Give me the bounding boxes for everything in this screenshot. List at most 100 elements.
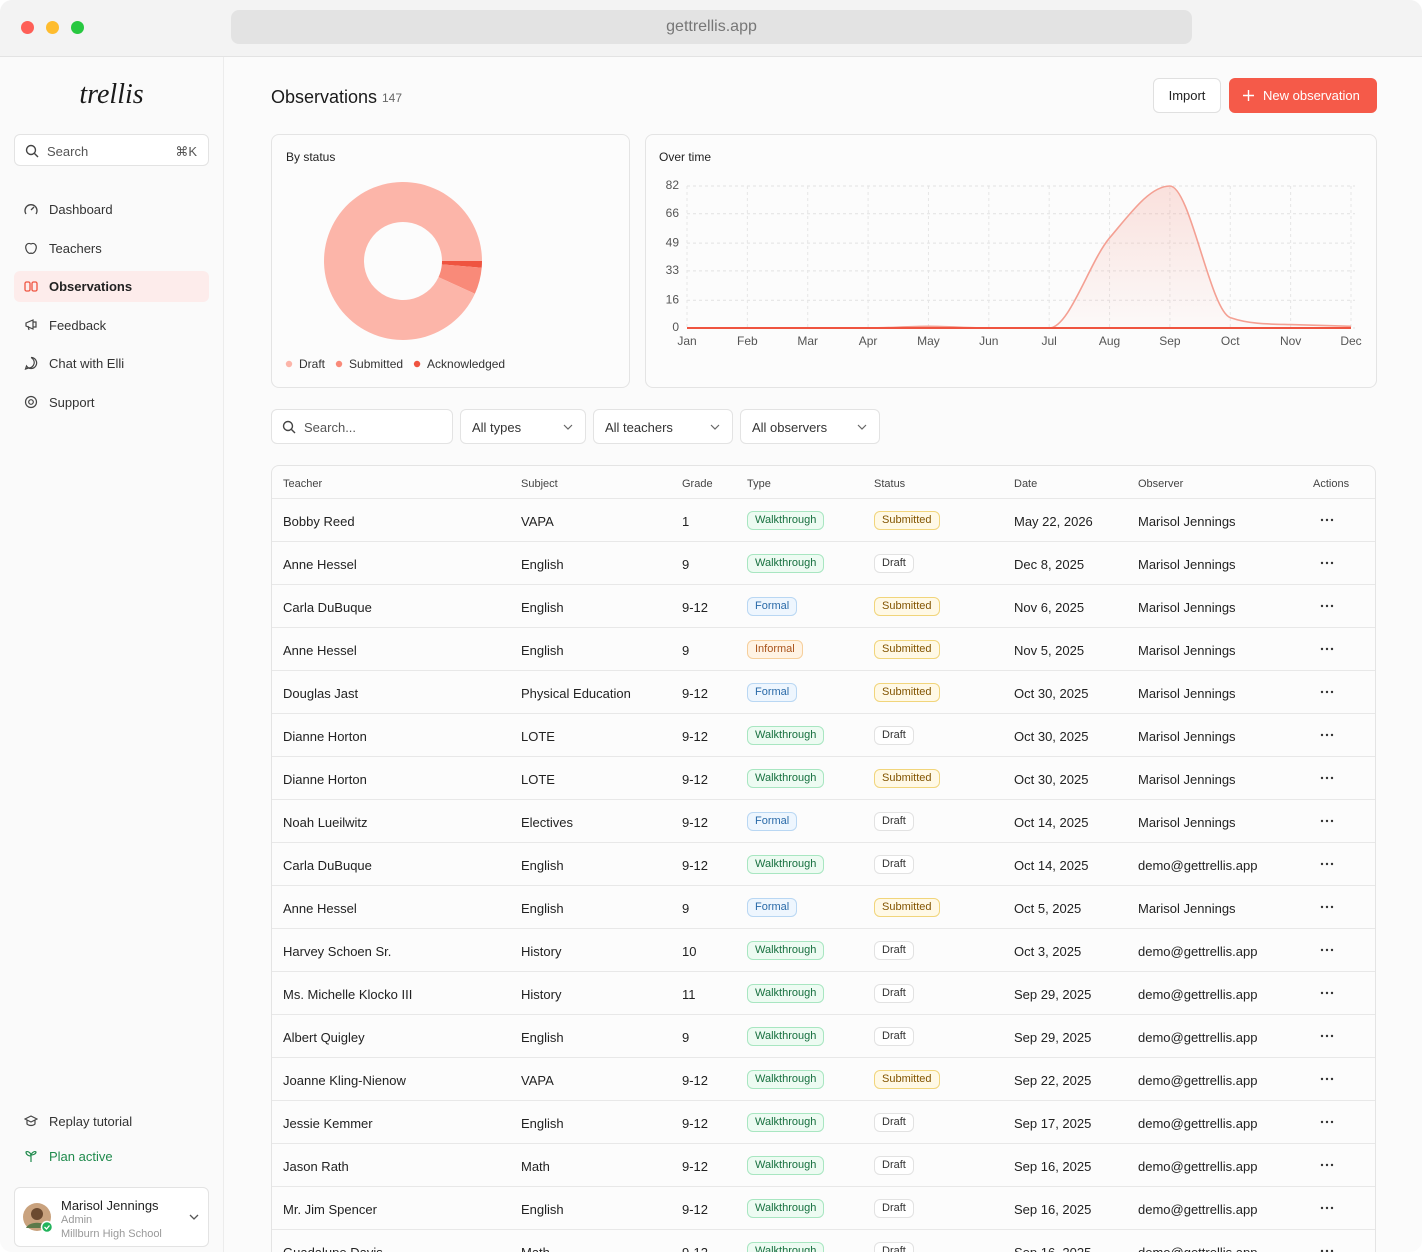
table-row[interactable]: Jessie Kemmer English 9-12 Walkthrough Draft… (272, 1100, 1375, 1143)
table-row[interactable]: Carla DuBuque English 9-12 Formal Submitted N… (272, 584, 1375, 627)
table-cell: Marisol Jennings (1138, 557, 1236, 572)
minimize-button[interactable] (46, 21, 59, 34)
table-cell: 1 (682, 514, 690, 529)
observer-filter[interactable]: All observers (740, 409, 880, 444)
table-row[interactable]: Harvey Schoen Sr. History 10 Walkthrough Dra… (272, 928, 1375, 971)
actions-menu[interactable] (1320, 1034, 1334, 1038)
maximize-button[interactable] (71, 21, 84, 34)
actions-menu[interactable] (1320, 991, 1334, 995)
actions-menu[interactable] (1320, 690, 1334, 694)
type-badge: Walkthrough (747, 554, 825, 573)
url-bar[interactable]: gettrellis.app (231, 10, 1192, 44)
actions-menu[interactable] (1320, 776, 1334, 780)
plan-label: Plan active (49, 1149, 113, 1164)
nav-item[interactable]: Feedback (14, 310, 209, 341)
actions-menu[interactable] (1320, 1077, 1334, 1081)
table-row[interactable]: Carla DuBuque English 9-12 Walkthrough Draft… (272, 842, 1375, 885)
actions-menu[interactable] (1320, 518, 1334, 522)
user-card[interactable]: Marisol Jennings Admin Millburn High Sch… (14, 1187, 209, 1247)
table-cell: Guadalupe Davis (283, 1246, 383, 1252)
type-badge: Walkthrough (747, 1199, 825, 1218)
table-row[interactable]: Anne Hessel English 9 Walkthrough Draft Dec 8… (272, 541, 1375, 584)
actions-menu[interactable] (1320, 647, 1334, 651)
actions-menu[interactable] (1320, 862, 1334, 866)
table-row[interactable]: Bobby Reed VAPA 1 Walkthrough Submitted May 2… (272, 498, 1375, 541)
search-filter[interactable]: Search... (271, 409, 453, 444)
search-box[interactable]: Search ⌘K (14, 134, 209, 166)
actions-menu[interactable] (1320, 905, 1334, 909)
actions-menu[interactable] (1320, 561, 1334, 565)
menu-dot (1330, 1077, 1334, 1081)
table-cell: 9 (682, 1030, 690, 1045)
table-row[interactable]: Douglas Jast Physical Education 9-12 Formal… (272, 670, 1375, 713)
tutorial-link[interactable]: Replay tutorial (14, 1106, 209, 1137)
table-row[interactable]: Mr. Jim Spencer English 9-12 Walkthrough Dra… (272, 1186, 1375, 1229)
actions-menu[interactable] (1320, 1249, 1334, 1252)
table-cell: Mr. Jim Spencer (283, 1202, 377, 1217)
nav-label: Feedback (49, 318, 107, 333)
close-button[interactable] (21, 21, 34, 34)
menu-dot (1330, 905, 1334, 909)
table-row[interactable]: Guadalupe Davis Math 9-12 Walkthrough Draft S… (272, 1229, 1375, 1252)
table-cell: 9-12 (682, 1073, 709, 1088)
tutorial-icon (24, 1115, 38, 1127)
table-row[interactable]: Ms. Michelle Klocko III History 11 Walkthro… (272, 971, 1375, 1014)
table-cell: demo@gettrellis.app (1138, 1030, 1258, 1045)
nav-item[interactable]: Observations (14, 271, 209, 302)
status-badge: Submitted (874, 898, 940, 917)
donut-slice (324, 182, 482, 340)
status-badge: Draft (874, 1199, 914, 1218)
status-badge: Submitted (874, 683, 940, 702)
type-badge: Formal (747, 898, 798, 917)
menu-dot (1330, 819, 1334, 823)
table-cell: Oct 14, 2025 (1014, 815, 1089, 830)
teacher-filter[interactable]: All teachers (593, 409, 733, 444)
nav-item[interactable]: Support (14, 387, 209, 418)
table-cell: Dianne Horton (283, 729, 367, 744)
table-cell: demo@gettrellis.app (1138, 1159, 1258, 1174)
table-cell: Math (521, 1246, 550, 1252)
actions-menu[interactable] (1320, 948, 1334, 952)
table-row[interactable]: Joanne Kling-Nienow VAPA 9-12 Walkthrough Su… (272, 1057, 1375, 1100)
actions-menu[interactable] (1320, 1163, 1334, 1167)
table-row[interactable]: Jason Rath Math 9-12 Walkthrough Draft Sep 16… (272, 1143, 1375, 1186)
new-observation-button[interactable]: New observation (1229, 78, 1377, 113)
table-row[interactable]: Dianne Horton LOTE 9-12 Walkthrough Submitte… (272, 756, 1375, 799)
logo[interactable]: trellis (79, 79, 144, 110)
x-tick-label: Mar (797, 334, 818, 348)
menu-dot (1320, 1034, 1324, 1038)
menu-dot (1325, 819, 1329, 823)
y-tick-label: 66 (666, 206, 680, 220)
menu-dot (1330, 991, 1334, 995)
table-cell: 9-12 (682, 1116, 709, 1131)
table-cell: 9-12 (682, 1202, 709, 1217)
table-cell: demo@gettrellis.app (1138, 1116, 1258, 1131)
actions-menu[interactable] (1320, 819, 1334, 823)
nav-item[interactable]: Dashboard (14, 194, 209, 225)
menu-dot (1320, 1206, 1324, 1210)
nav-item[interactable]: Teachers (14, 233, 209, 264)
type-filter[interactable]: All types (460, 409, 586, 444)
actions-menu[interactable] (1320, 604, 1334, 608)
column-header: Type (747, 478, 771, 490)
table-row[interactable]: Anne Hessel English 9 Formal Submitted Oct 5,… (272, 885, 1375, 928)
plan-status[interactable]: Plan active (14, 1141, 209, 1172)
status-badge: Draft (874, 554, 914, 573)
nav-item[interactable]: Chat with Elli (14, 348, 209, 379)
type-badge: Walkthrough (747, 1113, 825, 1132)
actions-menu[interactable] (1320, 1206, 1334, 1210)
actions-menu[interactable] (1320, 733, 1334, 737)
import-button[interactable]: Import (1153, 78, 1221, 113)
table-row[interactable]: Albert Quigley English 9 Walkthrough Draft Se… (272, 1014, 1375, 1057)
type-badge: Walkthrough (747, 1242, 825, 1252)
menu-dot (1325, 1249, 1329, 1252)
nav-icon (24, 204, 38, 215)
button-label: New observation (1263, 88, 1360, 103)
table-cell: Sep 22, 2025 (1014, 1073, 1092, 1088)
table-row[interactable]: Noah Lueilwitz Electives 9-12 Formal Draft Oc… (272, 799, 1375, 842)
actions-menu[interactable] (1320, 1120, 1334, 1124)
menu-dot (1325, 1034, 1329, 1038)
table-cell: 9-12 (682, 858, 709, 873)
table-row[interactable]: Dianne Horton LOTE 9-12 Walkthrough Draft Oct… (272, 713, 1375, 756)
table-row[interactable]: Anne Hessel English 9 Informal Submitted Nov … (272, 627, 1375, 670)
